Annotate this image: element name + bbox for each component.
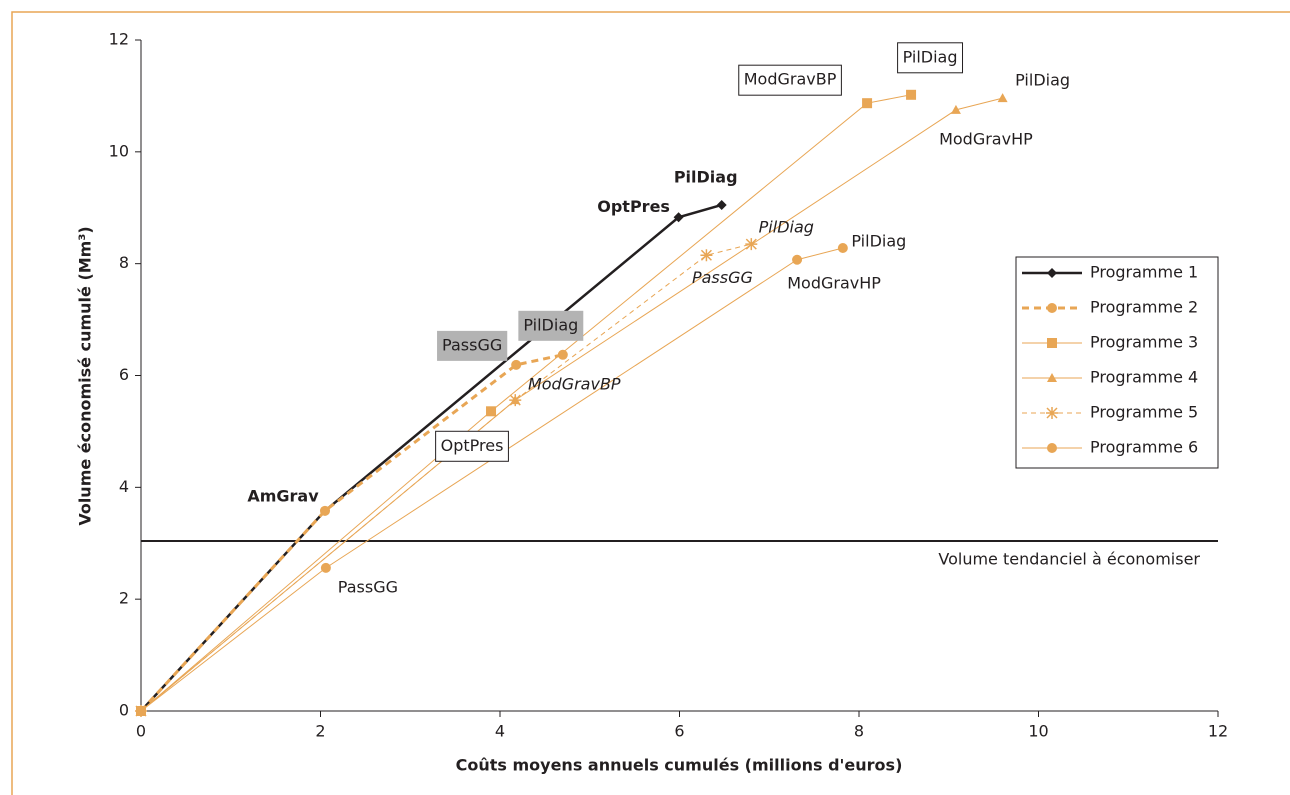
legend-label: Programme 4: [1090, 368, 1198, 387]
series-line: [140, 94, 912, 712]
point: [745, 238, 758, 251]
point-label: PilDiag: [851, 232, 906, 251]
legend-label: Programme 1: [1090, 263, 1198, 282]
x-tick-label: 4: [495, 722, 505, 741]
point: [511, 359, 522, 370]
legend-marker: [1047, 443, 1057, 453]
point: [320, 562, 331, 573]
y-axis-title: Volume économisé cumulé (Mm³): [76, 226, 95, 525]
label-box: [437, 330, 508, 361]
point: [862, 98, 873, 109]
point-label: OptPres: [597, 197, 670, 216]
point-label: PilDiag: [674, 167, 738, 186]
point: [837, 243, 848, 254]
y-tick-label: 10: [109, 141, 129, 160]
point: [700, 249, 713, 262]
legend-label: Programme 5: [1090, 403, 1198, 422]
point: [716, 199, 727, 210]
point-label: AmGrav: [247, 486, 319, 505]
series-line: [139, 353, 564, 713]
label-box: [897, 42, 964, 74]
point-label: PilDiag: [759, 218, 814, 237]
point-label: ModGravHP: [939, 129, 1033, 148]
x-tick-label: 10: [1028, 722, 1048, 741]
point: [319, 505, 330, 516]
legend-box: [1015, 256, 1219, 469]
legend-marker: [1046, 407, 1058, 419]
y-tick-label: 8: [119, 253, 129, 272]
point: [673, 212, 684, 223]
point-label: ModGravBP: [528, 375, 621, 394]
legend-marker: [1047, 373, 1057, 382]
x-tick-label: 2: [315, 722, 325, 741]
legend-marker: [1047, 338, 1057, 348]
point-label: PilDiag: [1015, 71, 1070, 90]
point: [792, 254, 803, 265]
legend-marker: [1047, 303, 1057, 313]
point-label: ModGravBP: [744, 70, 837, 89]
label-box: [518, 310, 584, 341]
y-tick-label: 0: [119, 701, 129, 720]
series-line: [140, 97, 1003, 712]
point: [136, 706, 146, 716]
point-label: PilDiag: [523, 315, 578, 334]
point-label: OptPres: [441, 436, 504, 455]
point: [906, 89, 917, 100]
legend-label: Programme 2: [1090, 298, 1198, 317]
point-label: ModGravHP: [787, 273, 881, 292]
frame: [11, 11, 1290, 795]
y-tick-label: 12: [109, 30, 129, 49]
point: [486, 406, 497, 417]
series-line: [140, 203, 723, 712]
point-label: PassGG: [692, 268, 753, 287]
y-tick-label: 2: [119, 589, 129, 608]
point-label: PassGG: [442, 335, 502, 354]
x-tick-label: 0: [136, 722, 146, 741]
series-line: [140, 247, 843, 712]
x-tick-label: 12: [1208, 722, 1228, 741]
x-tick-label: 8: [854, 722, 864, 741]
point: [509, 394, 522, 407]
x-axis-title: Coûts moyens annuels cumulés (millions d…: [456, 756, 903, 775]
point: [557, 349, 568, 360]
label-box: [738, 64, 842, 96]
point: [997, 93, 1008, 103]
label-box: [435, 430, 509, 462]
x-tick-label: 6: [674, 722, 684, 741]
reference-line-label: Volume tendanciel à économiser: [938, 550, 1200, 569]
point-label: PilDiag: [903, 47, 958, 66]
point: [950, 104, 961, 114]
y-tick-label: 6: [119, 365, 129, 384]
series-line: [140, 243, 752, 712]
legend-marker: [1047, 268, 1057, 278]
point-label: PassGG: [338, 577, 398, 596]
legend-label: Programme 6: [1090, 438, 1198, 457]
y-tick-label: 4: [119, 477, 129, 496]
legend-label: Programme 3: [1090, 333, 1198, 352]
